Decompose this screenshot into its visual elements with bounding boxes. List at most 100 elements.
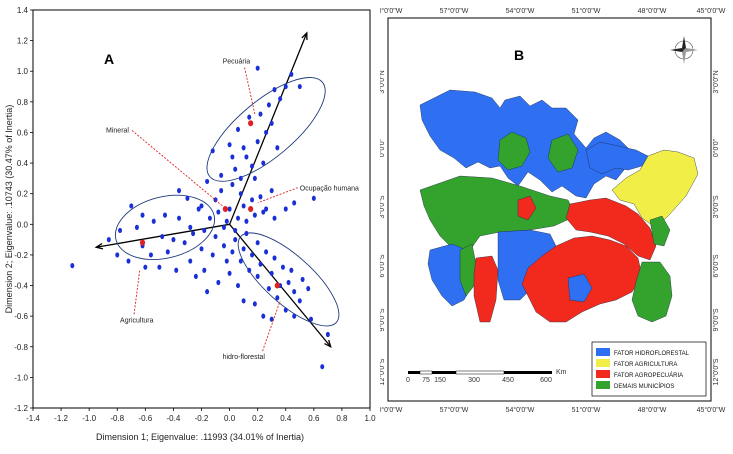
x-tick-label: 0.8 [336, 414, 348, 423]
y-tick-label: -0.2 [14, 251, 28, 260]
data-point [213, 233, 218, 240]
region-demais-east [649, 215, 671, 247]
data-point [258, 111, 263, 117]
category-point [274, 282, 280, 289]
data-point [210, 252, 215, 258]
leader-line [133, 270, 141, 315]
right-coordinates: 3°0'0"N 0°0'0" 3°0'0"S 6°0'0"S 9°0'0"S 1… [712, 70, 720, 385]
data-point [185, 195, 190, 201]
data-point [227, 206, 232, 212]
map-panel: 60°0'0"W 57°0'0"W 54°0'0"W 51°0'0"W 48°0… [374, 0, 733, 449]
data-point [241, 203, 246, 209]
y-tick-label: 0.2 [17, 190, 29, 199]
data-point [272, 215, 277, 221]
plot-frame [32, 9, 371, 409]
bottom-coord: 48°0'0"W [638, 406, 667, 414]
data-point [216, 209, 221, 215]
left-coord: 12°0'0"S [380, 358, 386, 385]
data-point [264, 249, 269, 255]
data-point [241, 145, 246, 151]
data-point [207, 215, 212, 221]
leader-line [244, 67, 256, 115]
left-coord: 6°0'0"S [380, 254, 386, 277]
arrowhead [94, 242, 104, 250]
data-point [275, 145, 280, 151]
data-point [272, 255, 277, 261]
y-tick-label: 1.4 [17, 6, 29, 15]
x-axis-label: Dimension 1; Eigenvalue: .11993 (34.01% … [96, 432, 304, 442]
data-point [283, 307, 288, 313]
region-island [585, 141, 649, 175]
arrowhead [301, 31, 308, 40]
data-point [247, 267, 252, 273]
data-point [264, 206, 269, 212]
x-tick-label: 0.2 [252, 414, 264, 423]
scale-bar: Km 0 75 150 300 450 600 [406, 369, 567, 384]
data-point [292, 289, 297, 295]
y-tick-label: 1.0 [17, 67, 29, 76]
scale-tick: 75 [422, 377, 430, 384]
scale-tick: 450 [502, 377, 514, 384]
data-point [289, 267, 294, 273]
data-point [258, 194, 263, 200]
data-point [219, 188, 224, 194]
legend-label: DEMAIS MUNICÍPIOS [614, 383, 674, 390]
data-point [151, 218, 156, 224]
y-tick-label: 0.4 [17, 159, 29, 168]
data-point [297, 83, 302, 90]
data-point [283, 206, 288, 212]
scale-tick: 300 [468, 377, 480, 384]
leader-line [262, 300, 281, 352]
data-point [134, 224, 139, 230]
scale-unit: Km [556, 369, 567, 376]
data-point [238, 175, 243, 181]
data-point [233, 166, 238, 172]
y-tick-label: -0.4 [14, 282, 28, 291]
category-point [222, 206, 228, 212]
right-coord: 12°0'0"S [712, 358, 720, 385]
top-coord: 57°0'0"W [440, 7, 469, 15]
data-point [292, 200, 297, 206]
legend-swatch [596, 381, 610, 389]
data-point [230, 249, 235, 255]
data-point [250, 197, 255, 203]
panel-letter-a: A [104, 51, 114, 67]
data-point [272, 87, 277, 93]
data-point [140, 212, 145, 218]
data-point [216, 279, 221, 286]
data-point [325, 331, 330, 338]
data-point [309, 316, 314, 322]
data-point [70, 263, 75, 269]
data-point [157, 264, 162, 270]
y-tick-label: -1.2 [14, 404, 28, 413]
data-point [289, 71, 294, 77]
data-point [227, 142, 232, 148]
data-point [129, 203, 134, 209]
y-tick-label: 0.8 [17, 98, 29, 107]
data-point [241, 298, 246, 304]
data-point [252, 175, 257, 181]
data-point [266, 286, 271, 292]
arrowhead [324, 339, 332, 349]
data-point [250, 252, 255, 258]
scale-tick: 600 [540, 377, 552, 384]
correspondence-analysis-panel: 1.4 1.2 1.0 0.8 0.6 0.4 0.2 0.0 -0.2 -0.4 -0.6 -0.8… [4, 6, 376, 442]
x-tick-label: -0.8 [110, 414, 124, 423]
bottom-coord: 57°0'0"W [440, 406, 469, 414]
category-point [248, 120, 254, 127]
legend-swatch [596, 348, 610, 356]
region-agropecuaria-west [517, 195, 537, 221]
data-point [261, 160, 266, 166]
data-point [210, 148, 215, 154]
data-point [258, 261, 263, 267]
data-point [219, 172, 224, 178]
data-point [188, 224, 193, 230]
scale-tick: 150 [434, 377, 446, 384]
bottom-coordinates: 60°0'0"W 57°0'0"W 54°0'0"W 51°0'0"W 48°0… [374, 406, 726, 414]
data-point [177, 188, 182, 194]
data-point [188, 258, 193, 264]
data-point [255, 273, 260, 279]
region-demais-se [631, 261, 673, 323]
data-point [236, 282, 241, 289]
data-point [269, 120, 274, 126]
